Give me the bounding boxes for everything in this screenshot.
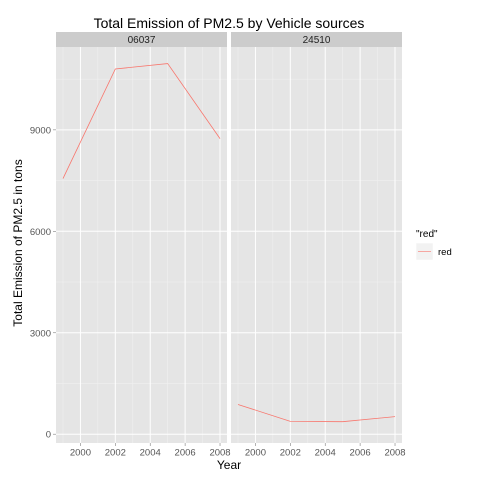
facet-panel-24510: 24510: [231, 32, 402, 443]
series-line-24510: [237, 404, 396, 423]
panel-background: [56, 47, 227, 443]
x-tick-label: 2004: [315, 448, 336, 459]
x-tick-label: 2008: [209, 448, 230, 459]
y-tick-label: 0: [46, 430, 51, 441]
legend-title: "red": [416, 229, 438, 240]
facet-panels: 06037 24510: [56, 32, 402, 443]
x-tick-label: 2006: [350, 448, 371, 459]
x-tick-label: 2008: [384, 448, 405, 459]
x-tick-label: 2000: [70, 448, 91, 459]
series-line-06037: [62, 63, 221, 179]
y-axis-title: Total Emission of PM2.5 in tons: [11, 159, 25, 326]
chart-title: Total Emission of PM2.5 by Vehicle sourc…: [94, 15, 365, 31]
x-tick-label: 2002: [105, 448, 126, 459]
y-tick-label: 9000: [30, 125, 51, 136]
legend-label: red: [438, 247, 452, 258]
x-tick-labels: 2000 2002 2004 2006 2008 2000 2002 2004 2006 2008: [70, 443, 406, 459]
facet-strip: [231, 32, 402, 47]
facet-strip: [56, 32, 227, 47]
x-tick-label: 2000: [245, 448, 266, 459]
y-tick-label: 3000: [30, 328, 51, 339]
y-tick-labels: 0 3000 6000 9000: [30, 125, 56, 441]
x-axis-title: Year: [217, 458, 241, 472]
x-tick-label: 2004: [140, 448, 161, 459]
panel-background: [231, 47, 402, 443]
facet-strip-label: 24510: [303, 35, 331, 46]
y-tick-label: 6000: [30, 227, 51, 238]
legend: "red" red: [415, 229, 452, 261]
facet-panel-06037: 06037: [56, 32, 227, 443]
facet-strip-label: 06037: [128, 35, 156, 46]
x-tick-label: 2006: [175, 448, 196, 459]
x-tick-label: 2002: [280, 448, 301, 459]
